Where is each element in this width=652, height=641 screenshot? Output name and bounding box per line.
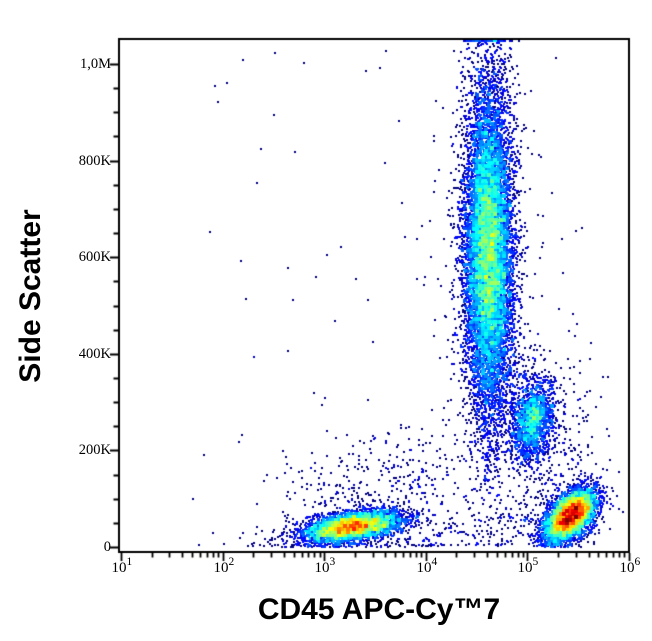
y-tick-label: 400K [78,346,111,362]
y-tick-label: 200K [78,442,111,458]
y-tick-label: 800K [78,153,111,169]
x-tick-label: 103 [314,556,336,576]
y-tick-label: 600K [78,249,111,265]
x-tick-label: 106 [619,556,641,576]
x-axis-title: CD45 APC-Cy™7 [257,593,501,626]
y-tick-label: 1,0M [79,56,111,72]
x-tick-label: 102 [213,556,235,576]
y-tick-label: 0 [103,539,111,555]
x-tick-label: 105 [517,556,539,576]
y-axis-title: Side Scatter [14,209,47,383]
x-tick-label: 101 [111,556,133,576]
x-tick-label: 104 [416,556,438,576]
